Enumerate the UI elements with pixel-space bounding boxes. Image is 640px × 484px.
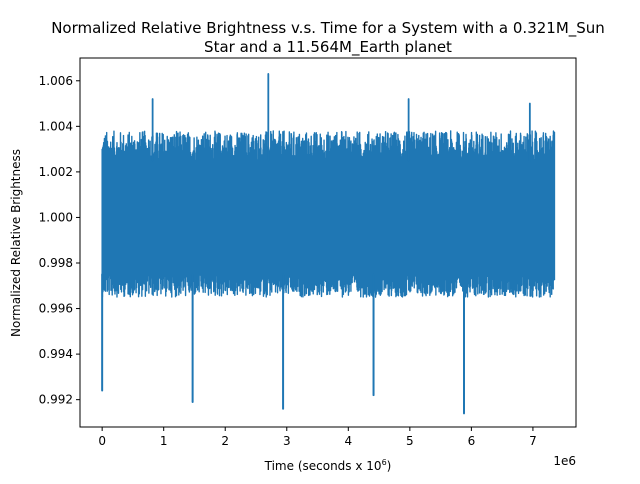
y-tick-label: 1.000 [39,210,73,224]
chart-title-line2: Star and a 11.564M_Earth planet [204,38,452,57]
y-tick-label: 0.996 [39,302,73,316]
x-tick-label: 2 [221,434,229,448]
x-tick-label: 5 [406,434,414,448]
x-axis-offset-label: 1e6 [553,454,576,468]
y-tick-label: 1.004 [39,119,73,133]
y-tick-label: 0.992 [39,393,73,407]
y-tick-label: 1.002 [39,165,73,179]
x-tick-label: 3 [283,434,291,448]
transit-dips [101,73,531,415]
y-tick-label: 1.006 [39,74,73,88]
y-axis-label: Normalized Relative Brightness [9,149,23,337]
x-tick-label: 1 [160,434,168,448]
x-axis-label: Time (seconds x 106) [264,458,392,473]
x-tick-label: 6 [468,434,476,448]
y-axis: 0.992 0.994 0.996 0.998 1.000 1.002 1.004 1.006 [39,74,80,407]
plot-area [101,73,556,415]
x-axis-label-exponent: 6 [382,458,387,467]
data-series-line [101,130,556,298]
plot-frame [79,57,577,428]
x-tick-label: 0 [98,434,106,448]
chart-title-line1: Normalized Relative Brightness v.s. Time… [51,19,605,38]
x-axis-label-suffix: ) [387,459,392,473]
y-tick-label: 0.998 [39,256,73,270]
x-axis-label-prefix: Time (seconds x 10 [264,459,382,473]
x-tick-label: 4 [344,434,352,448]
x-tick-label: 7 [529,434,537,448]
y-tick-label: 0.994 [39,347,73,361]
x-axis: 0 1 2 3 4 5 6 7 [98,427,537,448]
